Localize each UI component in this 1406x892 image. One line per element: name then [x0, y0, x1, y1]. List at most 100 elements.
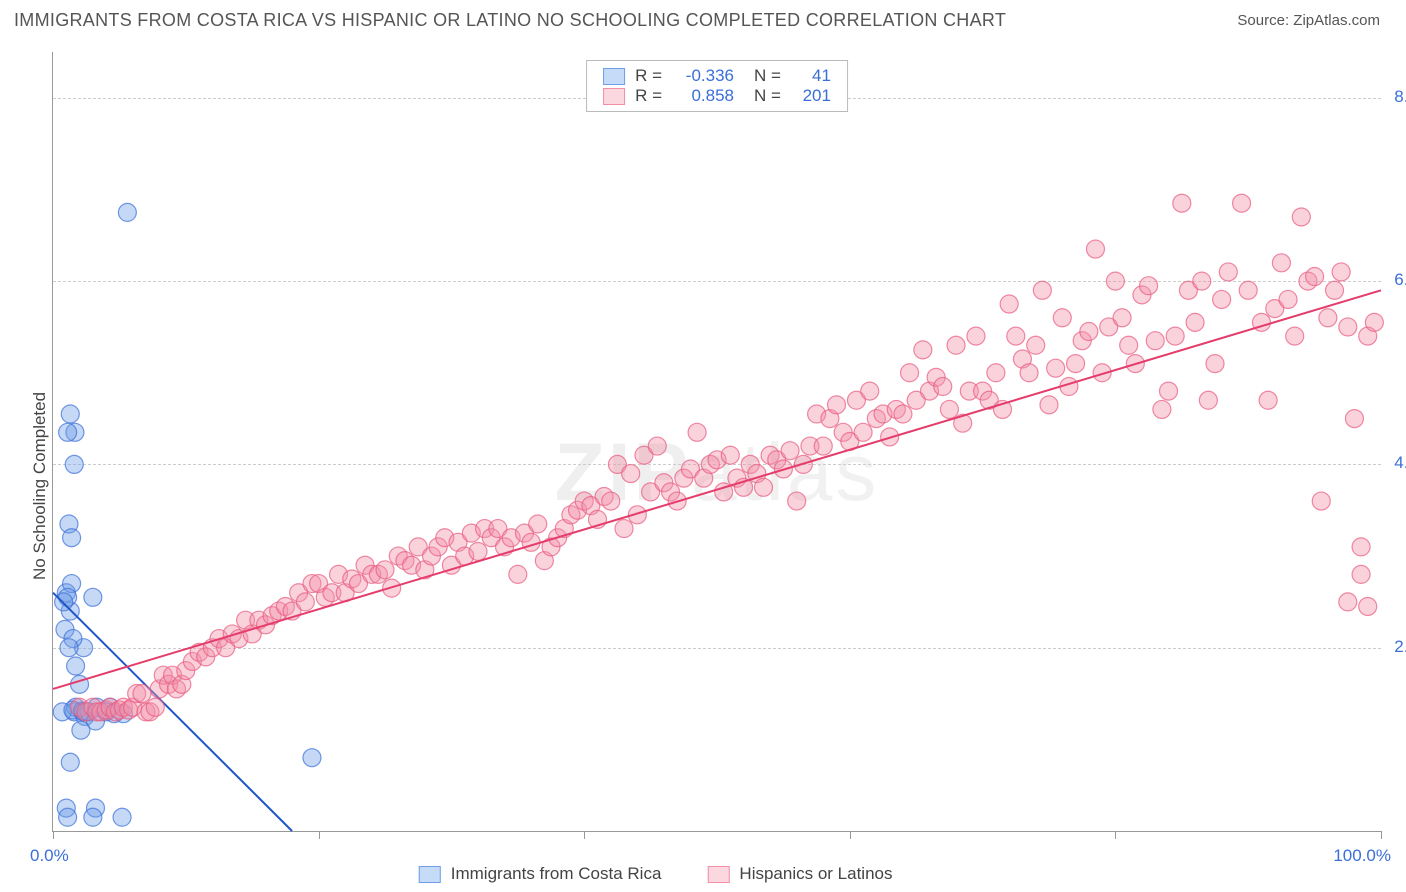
source-link[interactable]: ZipAtlas.com [1293, 12, 1380, 29]
data-point [118, 203, 136, 221]
data-point [1233, 194, 1251, 212]
data-point [754, 478, 772, 496]
legend-swatch [707, 866, 729, 883]
data-point [934, 378, 952, 396]
data-point [1339, 318, 1357, 336]
data-point [1286, 327, 1304, 345]
data-point [1173, 194, 1191, 212]
data-point [296, 593, 314, 611]
data-point [1339, 593, 1357, 611]
data-point [1080, 323, 1098, 341]
data-point [1166, 327, 1184, 345]
data-point [1259, 391, 1277, 409]
data-point [1352, 565, 1370, 583]
data-point [1332, 263, 1350, 281]
y-tick-label: 8.0% [1394, 87, 1406, 107]
data-point [1345, 410, 1363, 428]
y-tick-label: 2.0% [1394, 637, 1406, 657]
x-tick-label-min: 0.0% [30, 846, 69, 866]
data-point [59, 808, 77, 826]
data-point [721, 446, 739, 464]
data-point [61, 753, 79, 771]
data-point [648, 437, 666, 455]
y-tick-label: 6.0% [1394, 270, 1406, 290]
series-legend-label: Immigrants from Costa Rica [451, 864, 662, 884]
data-point [133, 685, 151, 703]
chart-canvas: R =-0.336 N =41 R =0.858 N =201 ZIPatlas [52, 52, 1381, 832]
data-point [1033, 281, 1051, 299]
data-point [509, 565, 527, 583]
data-point [814, 437, 832, 455]
x-tick [584, 831, 585, 839]
legend-row: R = 0.858 N = 201 [603, 86, 831, 106]
regression-line [53, 290, 1381, 689]
data-point [529, 515, 547, 533]
data-point [1027, 336, 1045, 354]
data-point [1326, 281, 1344, 299]
x-tick [53, 831, 54, 839]
data-point [1140, 277, 1158, 295]
source-attribution: Source: ZipAtlas.com [1237, 12, 1380, 29]
data-point [1319, 309, 1337, 327]
data-point [947, 336, 965, 354]
data-point [688, 423, 706, 441]
data-point [1292, 208, 1310, 226]
correlation-legend: R =-0.336 N =41 R = 0.858 N = 201 [586, 60, 848, 112]
x-tick [319, 831, 320, 839]
series-legend: Immigrants from Costa Rica Hispanics or L… [419, 864, 893, 884]
data-point [1193, 272, 1211, 290]
data-point [1219, 263, 1237, 281]
data-point [615, 520, 633, 538]
data-point [622, 465, 640, 483]
x-tick [1115, 831, 1116, 839]
data-point [1206, 355, 1224, 373]
legend-swatch [419, 866, 441, 883]
data-point [1160, 382, 1178, 400]
data-point [65, 455, 83, 473]
data-point [987, 364, 1005, 382]
y-axis-label: No Schooling Completed [30, 392, 50, 580]
data-point [61, 405, 79, 423]
data-point [967, 327, 985, 345]
scatter-svg [53, 52, 1381, 831]
data-point [113, 808, 131, 826]
legend-r-label: R = [635, 86, 662, 106]
data-point [1146, 332, 1164, 350]
data-point [861, 382, 879, 400]
data-point [781, 442, 799, 460]
x-tick [850, 831, 851, 839]
data-point [1067, 355, 1085, 373]
legend-row: R =-0.336 N =41 [603, 66, 831, 86]
chart-title: IMMIGRANTS FROM COSTA RICA VS HISPANIC O… [14, 10, 1006, 31]
data-point [1113, 309, 1131, 327]
data-point [1239, 281, 1257, 299]
data-point [146, 698, 164, 716]
data-point [60, 639, 78, 657]
series-legend-item: Hispanics or Latinos [707, 864, 892, 884]
x-tick [1381, 831, 1382, 839]
data-point [84, 808, 102, 826]
data-point [602, 492, 620, 510]
data-point [1213, 290, 1231, 308]
data-point [63, 529, 81, 547]
data-point [1186, 313, 1204, 331]
legend-r-value: 0.858 [672, 86, 734, 106]
x-tick-label-max: 100.0% [1333, 846, 1391, 866]
data-point [1312, 492, 1330, 510]
legend-n-label: N = [754, 66, 781, 86]
data-point [1053, 309, 1071, 327]
data-point [469, 542, 487, 560]
data-point [1153, 400, 1171, 418]
data-point [788, 492, 806, 510]
legend-n-label: N = [754, 86, 781, 106]
data-point [914, 341, 932, 359]
legend-n-value: 201 [791, 86, 831, 106]
legend-swatch [603, 68, 625, 85]
data-point [940, 400, 958, 418]
y-tick-label: 4.0% [1394, 453, 1406, 473]
data-point [1306, 268, 1324, 286]
data-point [1120, 336, 1138, 354]
data-point [303, 749, 321, 767]
legend-swatch [603, 88, 625, 105]
series-legend-label: Hispanics or Latinos [739, 864, 892, 884]
